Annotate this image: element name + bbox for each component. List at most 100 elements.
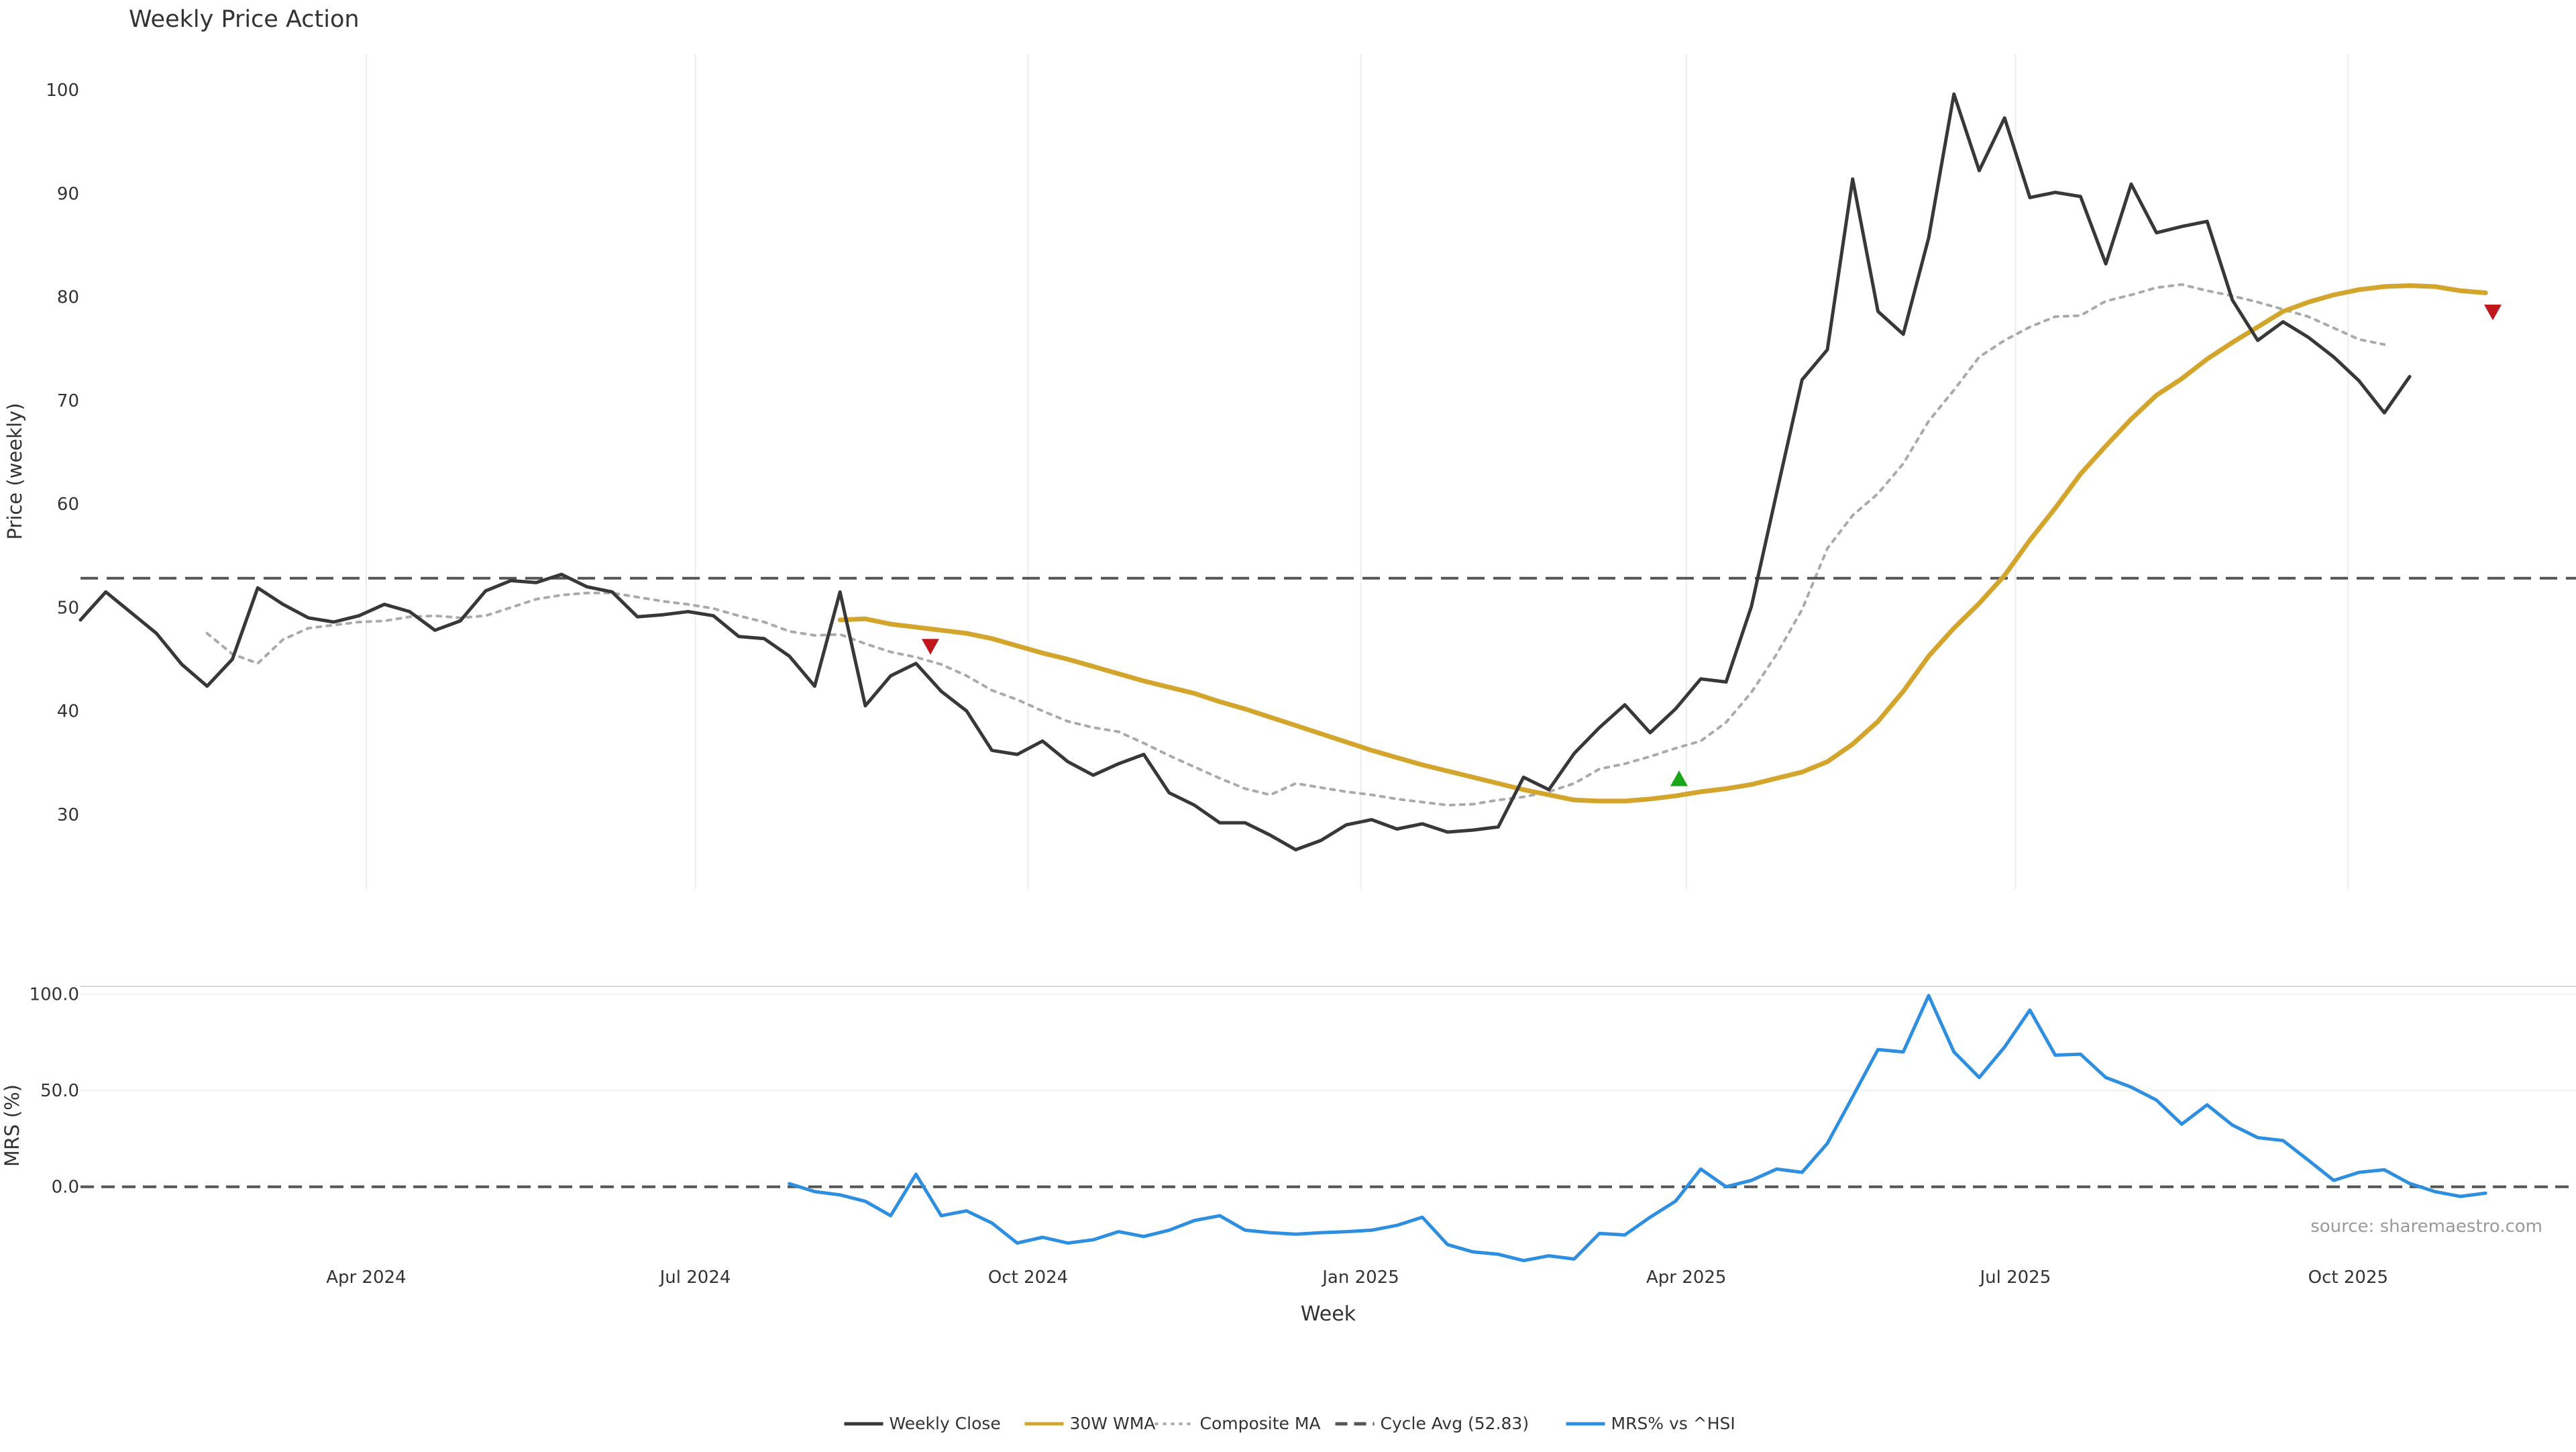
mrs-point [1623, 1234, 1626, 1237]
composite-ma-line [205, 283, 2386, 807]
composite-ma-point [1345, 790, 1348, 793]
composite-ma-point [940, 663, 943, 666]
composite-ma-point [1269, 794, 1272, 796]
weekly-close-point [1395, 828, 1398, 831]
composite-ma-point [1877, 492, 1880, 495]
wma-point [1953, 627, 1955, 629]
mrs-point [914, 1173, 917, 1176]
wma-point [2231, 341, 2234, 344]
grid-layer [80, 54, 2576, 1092]
wma-point [2459, 289, 2462, 292]
composite-ma-point [2029, 325, 2031, 328]
weekly-close-point [1117, 762, 1120, 765]
mrs-point [1421, 1216, 1424, 1218]
weekly-close-point [1168, 792, 1171, 794]
mrs-point [1674, 1200, 1677, 1202]
wma-point [1421, 764, 1424, 766]
weekly-close-point [1193, 804, 1196, 807]
y-tick-label: 80 [57, 288, 79, 308]
x-tick-label: Jul 2025 [1978, 1267, 2051, 1288]
mrs-point [1649, 1216, 1652, 1218]
composite-ma-series [205, 283, 2386, 807]
composite-ma-point [1801, 609, 1803, 611]
weekly-close-point [1244, 821, 1246, 824]
x-axis-title: Week [1301, 1302, 1356, 1326]
weekly-close-point [1446, 831, 1449, 833]
wma-point [2054, 507, 2057, 509]
mrs-point [1117, 1231, 1120, 1233]
mrs-point [2282, 1139, 2284, 1142]
mrs-point [788, 1182, 791, 1185]
wma-point [1649, 798, 1652, 800]
composite-ma-point [1421, 800, 1424, 803]
wma-point [1548, 794, 1550, 796]
mrs-point [2257, 1137, 2259, 1139]
mrs-point [1142, 1235, 1145, 1238]
y-axis-title-price: Price (weekly) [3, 403, 26, 539]
composite-ma-point [839, 633, 841, 636]
weekly-close-point [2054, 191, 2057, 194]
wma-line [837, 283, 2488, 804]
mrs-point [1699, 1168, 1702, 1170]
wma-point [1345, 741, 1348, 743]
composite-ma-point [206, 632, 209, 635]
y-tick-label: 100.0 [30, 984, 79, 1004]
weekly-close-point [2130, 183, 2133, 185]
mrs-point [1598, 1232, 1601, 1235]
composite-ma-point [1699, 739, 1702, 742]
composite-ma-point [1142, 742, 1145, 745]
source-note: source: sharemaestro.com [2310, 1216, 2542, 1237]
weekly-close-point [687, 611, 690, 613]
mrs-point [1041, 1236, 1044, 1239]
weekly-close-point [1041, 739, 1044, 742]
weekly-close-point [965, 710, 968, 713]
x-tick-label: Jan 2025 [1321, 1267, 1399, 1288]
composite-ma-point [1117, 731, 1120, 733]
sell-signal-marker [921, 639, 939, 655]
mrs-point [2079, 1053, 2082, 1055]
mrs-point [2180, 1123, 2183, 1125]
composite-ma-point [2130, 294, 2133, 297]
composite-ma-point [1371, 794, 1373, 796]
weekly-close-point [864, 705, 867, 707]
weekly-close-point [332, 621, 335, 623]
wma-point [1041, 652, 1044, 654]
composite-ma-point [1092, 726, 1095, 729]
mrs-point [1801, 1171, 1803, 1174]
buy-signal-marker [1670, 770, 1688, 786]
mrs-point [1851, 1096, 1854, 1098]
legend-label-close: Weekly Close [890, 1414, 1001, 1433]
weekly-close-point [1902, 333, 1904, 335]
composite-ma-point [661, 600, 664, 603]
weekly-close-point [1320, 839, 1322, 842]
composite-ma-point [1623, 762, 1626, 765]
weekly-close-point [1522, 776, 1525, 778]
weekly-close-point [2257, 339, 2259, 342]
composite-ma-point [332, 624, 335, 627]
weekly-close-point [1472, 829, 1474, 831]
wma-point [2130, 418, 2133, 421]
wma-point [1269, 716, 1272, 719]
composite-ma-point [358, 621, 360, 623]
weekly-close-point [2155, 231, 2158, 234]
composite-ma-point [2180, 283, 2183, 286]
weekly-close-point [130, 611, 133, 614]
composite-ma-point [813, 634, 816, 637]
y-tick-label: 50 [57, 598, 79, 618]
y-tick-label: 70 [57, 391, 79, 411]
composite-ma-point [1902, 462, 1904, 465]
mrs-point [2484, 1192, 2487, 1194]
mrs-point [1978, 1076, 1980, 1079]
composite-ma-point [864, 642, 867, 645]
wma-point [2003, 574, 2006, 577]
composite-ma-point [484, 615, 487, 617]
mrs-point [1371, 1229, 1373, 1231]
weekly-close-point [1927, 237, 1930, 240]
weekly-close-point [2180, 225, 2183, 228]
weekly-close-point [1877, 310, 1880, 313]
x-tick-label: Jul 2024 [659, 1267, 731, 1288]
weekly-close-point [2408, 375, 2411, 378]
mrs-point [1193, 1219, 1196, 1222]
x-axis: Apr 2024 Jul 2024 Oct 2024 Jan 2025 Apr 2025… [326, 1267, 2388, 1326]
